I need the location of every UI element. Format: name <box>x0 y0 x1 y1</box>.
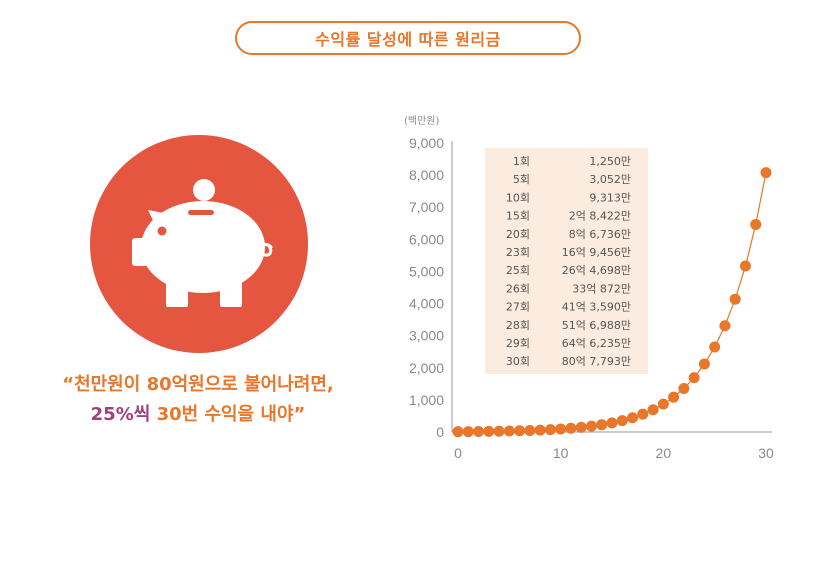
table-row-round: 26회 <box>506 282 530 295</box>
data-point <box>606 417 618 429</box>
table-row-value: 16억 9,456만 <box>562 246 631 259</box>
table-row-value: 26억 4,698만 <box>562 264 631 277</box>
table-row-value: 2억 8,422만 <box>569 210 631 223</box>
data-point <box>637 408 649 420</box>
quote-text: “천만원이 80억원으로 불어나려면, 25%씩 30번 수익을 내야” <box>0 370 396 430</box>
table-row-round: 28회 <box>506 319 530 332</box>
y-tick-label: 7,000 <box>409 199 444 215</box>
quote-rest: 30번 수익을 내야” <box>150 404 306 425</box>
data-table-box <box>485 148 648 374</box>
table-row-round: 30회 <box>506 355 530 368</box>
x-tick-label: 0 <box>454 445 462 461</box>
table-row-round: 1회 <box>513 155 530 168</box>
table-row-value: 9,313만 <box>589 191 631 204</box>
data-point <box>657 398 669 410</box>
data-point <box>668 391 680 403</box>
y-tick-label: 0 <box>436 424 444 440</box>
table-row-round: 10회 <box>506 191 530 204</box>
data-point <box>544 424 556 436</box>
data-point <box>688 372 700 384</box>
table-row-value: 41억 3,590만 <box>562 301 631 314</box>
coin-slot <box>188 210 214 215</box>
data-point <box>760 167 772 179</box>
x-tick-label: 10 <box>553 445 569 461</box>
data-point <box>729 293 741 305</box>
y-tick-label: 6,000 <box>409 231 444 247</box>
table-row-value: 8억 6,736만 <box>569 228 631 241</box>
y-tick-label: 1,000 <box>409 392 444 408</box>
table-row-value: 3,052만 <box>589 173 631 186</box>
quote-line-2: 25%씩 30번 수익을 내야” <box>0 400 396 430</box>
table-row-round: 25회 <box>506 264 530 277</box>
data-point <box>534 424 546 436</box>
page-title: 수익률 달성에 따른 원리금 <box>235 21 581 55</box>
y-tick-label: 2,000 <box>409 360 444 376</box>
piggy-tail <box>259 242 273 257</box>
table-row-round: 27회 <box>506 301 530 314</box>
y-tick-label: 8,000 <box>409 167 444 183</box>
data-point <box>555 423 567 435</box>
data-point <box>575 421 587 433</box>
y-tick-label: 3,000 <box>409 328 444 344</box>
data-point <box>493 425 505 437</box>
data-point <box>473 425 485 437</box>
data-point <box>483 425 495 437</box>
data-point <box>585 420 597 432</box>
quote-line-1: “천만원이 80억원으로 불어나려면, <box>62 374 334 395</box>
data-point <box>739 260 751 272</box>
data-point <box>524 424 536 436</box>
table-row-value: 33억 872만 <box>572 282 631 295</box>
table-row-round: 29회 <box>506 337 530 350</box>
data-point <box>503 425 515 437</box>
table-row-round: 20회 <box>506 228 530 241</box>
y-axis-unit-label: (백만원) <box>404 115 440 127</box>
data-point <box>462 426 474 438</box>
table-row-value: 80억 7,793만 <box>562 355 631 368</box>
table-row-value: 51억 6,988만 <box>562 319 631 332</box>
data-point <box>565 422 577 434</box>
data-point <box>709 341 721 353</box>
data-point <box>596 419 608 431</box>
quote-highlight: 25%씩 <box>90 404 151 425</box>
data-point <box>627 412 639 424</box>
data-point <box>698 358 710 370</box>
data-point <box>514 425 526 437</box>
x-tick-label: 20 <box>656 445 672 461</box>
data-point <box>452 426 464 438</box>
table-row-value: 64억 6,235만 <box>562 337 631 350</box>
y-tick-label: 9,000 <box>409 135 444 151</box>
y-tick-label: 5,000 <box>409 263 444 279</box>
data-point <box>750 218 762 230</box>
piggy-shape <box>132 179 265 307</box>
table-row-round: 23회 <box>506 246 530 259</box>
table-row-round: 5회 <box>513 173 530 186</box>
piggy-bank-badge <box>90 135 308 353</box>
y-tick-label: 4,000 <box>409 296 444 312</box>
data-point <box>647 404 659 416</box>
piggy-eye <box>157 226 167 236</box>
data-point <box>616 415 628 427</box>
data-point <box>719 320 731 332</box>
piggy-bank-icon <box>90 135 308 353</box>
x-tick-label: 30 <box>758 445 774 461</box>
table-row-round: 15회 <box>506 210 530 223</box>
data-point <box>678 382 690 394</box>
table-row-value: 1,250만 <box>589 155 631 168</box>
